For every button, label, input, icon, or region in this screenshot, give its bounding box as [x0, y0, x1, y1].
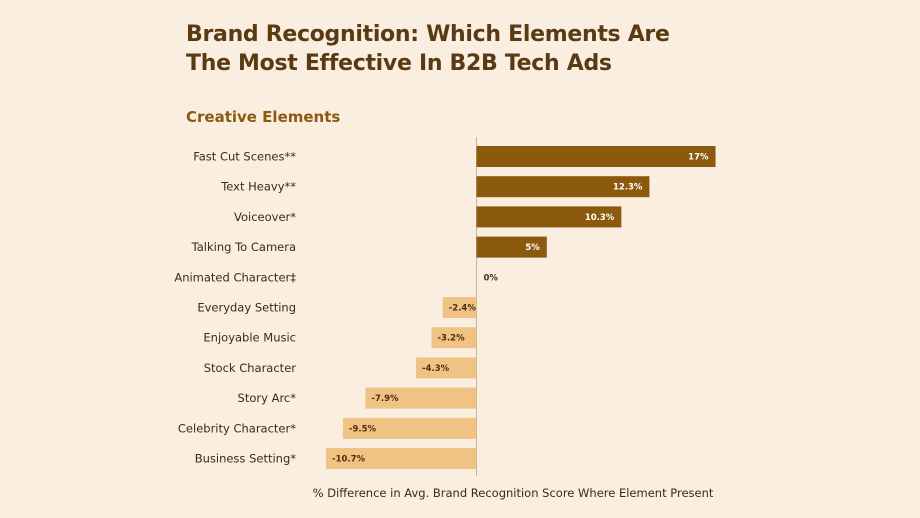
category-label: Animated Character‡: [174, 270, 296, 284]
data-label: 17%: [688, 153, 709, 163]
category-label: Talking To Camera: [191, 240, 296, 254]
bar: [365, 387, 477, 409]
category-label: Business Setting*: [195, 452, 297, 466]
data-label: -4.3%: [422, 364, 450, 374]
bar: [476, 146, 716, 167]
category-label: Stock Character: [204, 361, 297, 375]
data-label: -2.4%: [449, 304, 477, 314]
bar: [476, 236, 547, 258]
chart-title-line-1: Brand Recognition: Which Elements Are: [186, 22, 670, 47]
category-label: Fast Cut Scenes**: [193, 150, 296, 164]
chart-title: Brand Recognition: Which Elements Are Th…: [186, 20, 670, 78]
chart-title-line-2: The Most Effective In B2B Tech Ads: [186, 51, 612, 76]
bar: [342, 417, 477, 439]
bar: [442, 297, 477, 318]
data-label: -3.2%: [438, 334, 466, 344]
x-axis-label: % Difference in Avg. Brand Recognition S…: [313, 486, 714, 500]
category-label: Everyday Setting: [197, 301, 296, 315]
chart-subtitle: Creative Elements: [186, 108, 341, 126]
data-label: 5%: [525, 243, 540, 253]
data-label: 0%: [484, 273, 499, 283]
category-label: Story Arc*: [238, 391, 297, 405]
bar: [431, 327, 477, 349]
category-label: Voiceover*: [234, 210, 296, 224]
category-label: Enjoyable Music: [203, 331, 296, 345]
data-label: 10.3%: [585, 213, 615, 223]
category-label: Celebrity Character*: [178, 421, 296, 435]
bar: [326, 448, 477, 469]
bar: [476, 206, 622, 228]
data-label: -10.7%: [332, 455, 365, 465]
bar: [416, 357, 477, 379]
category-label: Text Heavy**: [220, 180, 296, 194]
data-label: -9.5%: [349, 424, 377, 434]
bar: [476, 176, 650, 198]
data-label: -7.9%: [371, 394, 399, 404]
data-label: 12.3%: [613, 183, 643, 193]
